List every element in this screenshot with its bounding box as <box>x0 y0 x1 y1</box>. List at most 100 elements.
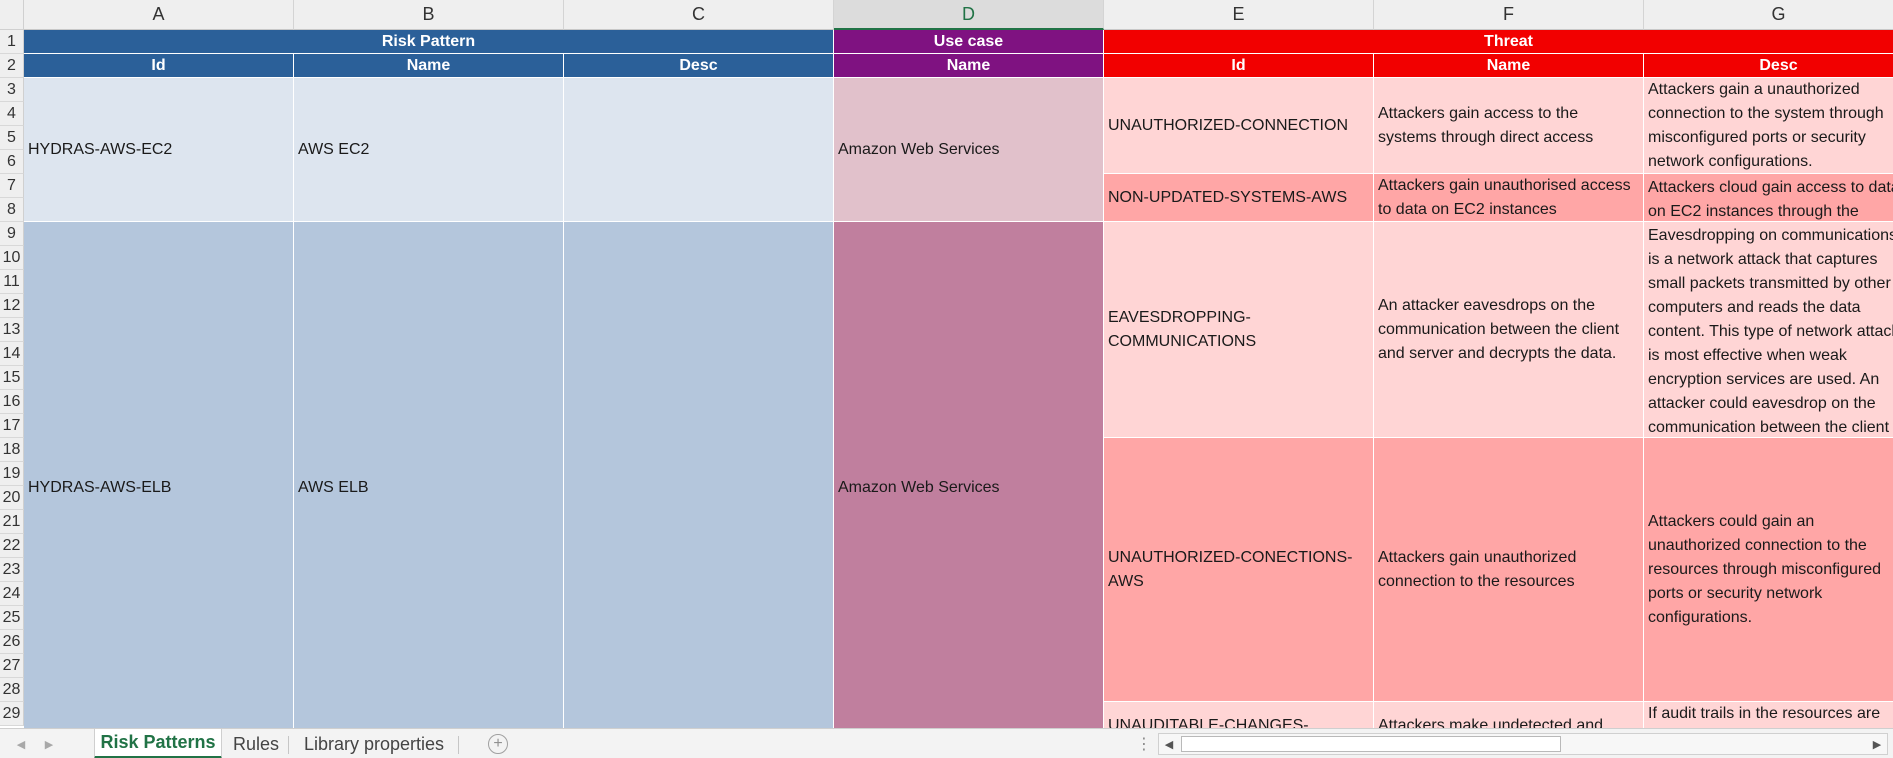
row-header[interactable]: 22 <box>0 534 24 558</box>
row-header[interactable]: 2 <box>0 54 24 78</box>
row-header[interactable]: 23 <box>0 558 24 582</box>
column-header-d[interactable]: D <box>834 0 1104 30</box>
row-header[interactable]: 10 <box>0 246 24 270</box>
row-header[interactable]: 24 <box>0 582 24 606</box>
subheader-usecase-name[interactable]: Name <box>834 54 1104 78</box>
column-header-g[interactable]: G <box>1644 0 1893 30</box>
cell-text: Attackers gain access to the systems thr… <box>1378 104 1594 146</box>
row-header[interactable]: 1 <box>0 30 24 54</box>
triangle-right-icon[interactable]: ▶ <box>44 738 54 751</box>
cell-text: Attackers gain unauthorized connection t… <box>1378 548 1577 590</box>
subheader-threat-id[interactable]: Id <box>1104 54 1374 78</box>
row-header[interactable]: 29 <box>0 702 24 726</box>
row-header[interactable]: 15 <box>0 366 24 390</box>
cell-threat-name[interactable]: Attackers gain unauthorised access to da… <box>1374 174 1644 222</box>
row-header[interactable]: 28 <box>0 678 24 702</box>
cell-threat-desc[interactable]: Attackers cloud gain access to data on E… <box>1644 174 1893 222</box>
cell-threat-id[interactable]: NON-UPDATED-SYSTEMS-AWS <box>1104 174 1374 222</box>
cell-threat-id[interactable]: UNAUTHORIZED-CONNECTION <box>1104 78 1374 174</box>
cell-text: Amazon Web Services <box>838 140 1000 158</box>
row-header[interactable]: 12 <box>0 294 24 318</box>
row-header[interactable]: 21 <box>0 510 24 534</box>
cell-text: UNAUTHORIZED-CONNECTION <box>1108 116 1348 134</box>
cell-text: AWS ELB <box>298 479 369 496</box>
row-header[interactable]: 25 <box>0 606 24 630</box>
cell-risk-name[interactable]: AWS EC2 <box>294 78 564 222</box>
cell-text: An attacker eavesdrops on the communicat… <box>1378 296 1620 362</box>
cell-text: Attackers cloud gain access to data on E… <box>1648 179 1893 220</box>
triangle-left-icon[interactable]: ◀ <box>16 738 26 751</box>
row-header[interactable]: 6 <box>0 150 24 174</box>
tab-separator <box>288 736 289 754</box>
cell-threat-desc[interactable]: Attackers could gain an unauthorized con… <box>1644 438 1893 702</box>
row-header[interactable]: 14 <box>0 342 24 366</box>
cell-risk-desc[interactable] <box>564 78 834 222</box>
column-header-c[interactable]: C <box>564 0 834 30</box>
select-all-corner[interactable] <box>0 0 24 30</box>
row-header[interactable]: 9 <box>0 222 24 246</box>
row-header[interactable]: 8 <box>0 198 24 222</box>
column-header-e[interactable]: E <box>1104 0 1374 30</box>
cell-threat-id[interactable]: UNAUTHORIZED-CONECTIONS-AWS <box>1104 438 1374 702</box>
cell-threat-name[interactable]: Attackers gain unauthorized connection t… <box>1374 438 1644 702</box>
cell-text: AWS EC2 <box>298 140 370 158</box>
caret-left-icon[interactable]: ◀ <box>1164 738 1174 751</box>
column-header-a[interactable]: A <box>24 0 294 30</box>
row-header[interactable]: 13 <box>0 318 24 342</box>
header-group-threat[interactable]: Threat <box>1104 30 1893 54</box>
row-header[interactable]: 20 <box>0 486 24 510</box>
cell-threat-desc[interactable]: Eavesdropping on communications is a net… <box>1644 222 1893 438</box>
row-header[interactable]: 16 <box>0 390 24 414</box>
cell-text: Attackers gain unauthorised access to da… <box>1378 176 1631 218</box>
subheader-threat-name[interactable]: Name <box>1374 54 1644 78</box>
row-header[interactable]: 5 <box>0 126 24 150</box>
cell-risk-id[interactable]: HYDRAS-AWS-ELB <box>24 222 294 758</box>
cell-usecase-name[interactable]: Amazon Web Services <box>834 78 1104 222</box>
vertical-dots-icon[interactable]: ⋮ <box>1136 736 1152 753</box>
header-group-risk-pattern[interactable]: Risk Pattern <box>24 30 834 54</box>
scrollbar-thumb[interactable] <box>1181 736 1561 752</box>
column-header-b[interactable]: B <box>294 0 564 30</box>
horizontal-scrollbar[interactable]: ◀ ▶ <box>1158 733 1888 755</box>
cell-text: Eavesdropping on communications is a net… <box>1648 227 1893 436</box>
row-header[interactable]: 19 <box>0 462 24 486</box>
cell-text: Amazon Web Services <box>838 479 1000 496</box>
row-header[interactable]: 17 <box>0 414 24 438</box>
plus-circle-icon[interactable]: + <box>488 734 508 754</box>
column-header-f[interactable]: F <box>1374 0 1644 30</box>
sheet-tab-bar: ◀ ▶ Risk Patterns Rules Library properti… <box>0 728 1893 758</box>
row-header[interactable]: 7 <box>0 174 24 198</box>
row-header[interactable]: 26 <box>0 630 24 654</box>
sheet-tab-rules[interactable]: Rules <box>232 733 280 754</box>
cell-text: If audit trails in the resources are <box>1648 705 1881 722</box>
row-header[interactable]: 3 <box>0 78 24 102</box>
header-group-use-case[interactable]: Use case <box>834 30 1104 54</box>
cell-threat-name[interactable]: Attackers gain access to the systems thr… <box>1374 78 1644 174</box>
row-header[interactable]: 27 <box>0 654 24 678</box>
subheader-risk-name[interactable]: Name <box>294 54 564 78</box>
cell-text: Attackers gain a unauthorized connection… <box>1648 80 1884 170</box>
cell-text: HYDRAS-AWS-ELB <box>28 479 172 496</box>
row-header[interactable]: 18 <box>0 438 24 462</box>
cell-risk-desc[interactable] <box>564 222 834 758</box>
row-header[interactable]: 11 <box>0 270 24 294</box>
cell-threat-id[interactable]: EAVESDROPPING-COMMUNICATIONS <box>1104 222 1374 438</box>
subheader-threat-desc[interactable]: Desc <box>1644 54 1893 78</box>
cell-text: EAVESDROPPING-COMMUNICATIONS <box>1108 308 1257 350</box>
cell-text: HYDRAS-AWS-EC2 <box>28 140 173 158</box>
subheader-risk-desc[interactable]: Desc <box>564 54 834 78</box>
cell-threat-desc[interactable]: Attackers gain a unauthorized connection… <box>1644 78 1893 174</box>
cell-risk-name[interactable]: AWS ELB <box>294 222 564 758</box>
cell-text: Attackers could gain an unauthorized con… <box>1648 512 1882 626</box>
cell-text: UNAUTHORIZED-CONECTIONS-AWS <box>1108 548 1353 590</box>
caret-right-icon[interactable]: ▶ <box>1872 738 1882 751</box>
cell-text: NON-UPDATED-SYSTEMS-AWS <box>1108 188 1348 206</box>
subheader-risk-id[interactable]: Id <box>24 54 294 78</box>
cell-risk-id[interactable]: HYDRAS-AWS-EC2 <box>24 78 294 222</box>
cell-threat-name[interactable]: An attacker eavesdrops on the communicat… <box>1374 222 1644 438</box>
cell-usecase-name[interactable]: Amazon Web Services <box>834 222 1104 758</box>
sheet-tab-library-properties[interactable]: Library properties <box>303 733 445 754</box>
sheet-tab-risk-patterns[interactable]: Risk Patterns <box>94 729 222 758</box>
row-header[interactable]: 4 <box>0 102 24 126</box>
